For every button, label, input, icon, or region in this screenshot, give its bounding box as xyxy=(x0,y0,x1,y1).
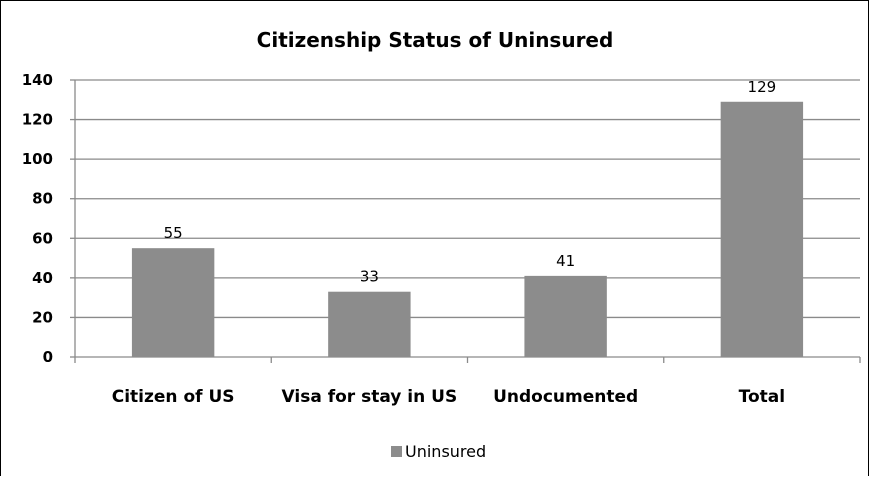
data-label: 41 xyxy=(556,252,575,270)
x-category-label: Citizen of US xyxy=(112,387,235,407)
y-tick-label: 120 xyxy=(22,111,53,129)
bar xyxy=(720,101,804,357)
bar xyxy=(131,248,215,357)
bars xyxy=(131,101,804,357)
data-labels: 55 33 41 129 xyxy=(164,78,777,286)
x-category-label: Total xyxy=(739,387,785,407)
y-tick-label: 40 xyxy=(32,269,53,287)
y-tick-label: 80 xyxy=(32,190,53,208)
legend-swatch xyxy=(391,446,402,457)
y-tick-label: 20 xyxy=(32,308,53,326)
data-label: 55 xyxy=(164,224,183,242)
y-tick-label: 0 xyxy=(43,348,53,366)
bar xyxy=(328,291,411,357)
x-axis-categories: Citizen of US Visa for stay in US Undocume… xyxy=(112,387,785,407)
x-category-label: Visa for stay in US xyxy=(282,387,458,407)
data-label: 33 xyxy=(360,268,379,286)
y-axis-ticks: 0 20 40 60 80 100 120 140 xyxy=(22,71,53,366)
chart-title: Citizenship Status of Uninsured xyxy=(257,28,614,52)
y-tick-label: 60 xyxy=(32,229,53,247)
x-category-label: Undocumented xyxy=(493,387,638,407)
y-tick-label: 140 xyxy=(22,71,53,89)
legend-label: Uninsured xyxy=(405,442,486,461)
bar xyxy=(524,275,607,357)
data-label: 129 xyxy=(748,78,777,96)
legend: Uninsured xyxy=(391,442,486,461)
y-tick-label: 100 xyxy=(22,150,53,168)
